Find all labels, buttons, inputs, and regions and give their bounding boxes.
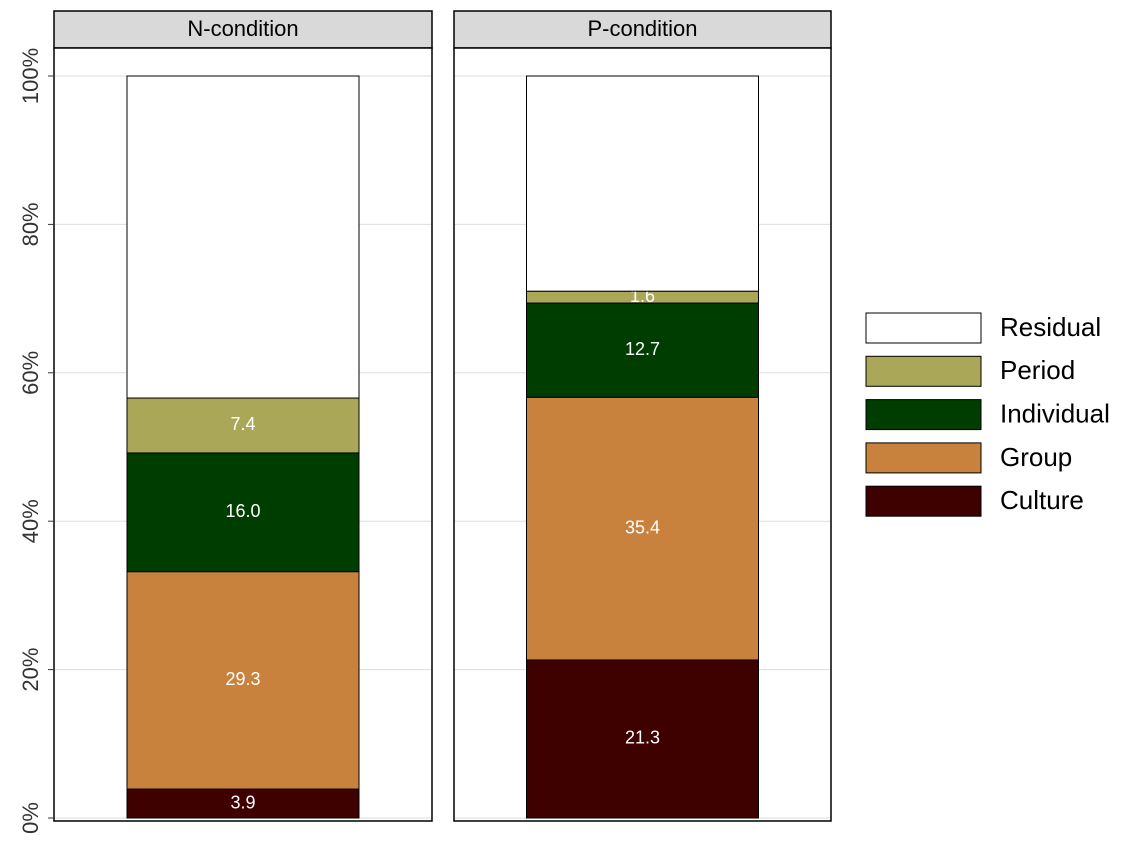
bar-segment bbox=[126, 452, 360, 573]
bar-segment bbox=[526, 302, 759, 398]
value-label: 3.9 bbox=[230, 792, 255, 812]
legend-label: Individual bbox=[1000, 398, 1110, 428]
value-label: 7.4 bbox=[230, 414, 255, 434]
value-label: 16.0 bbox=[225, 501, 260, 521]
y-tick-label: 40% bbox=[18, 499, 43, 543]
legend-swatch bbox=[865, 399, 982, 431]
bar-segment bbox=[126, 397, 360, 454]
bar-segment bbox=[526, 75, 759, 292]
bar-segment bbox=[126, 75, 360, 399]
facet-title: P-condition bbox=[587, 16, 697, 41]
legend-label: Period bbox=[1000, 355, 1075, 385]
legend-swatch bbox=[865, 485, 982, 517]
value-label: 12.7 bbox=[625, 339, 660, 359]
y-tick-label: 100% bbox=[18, 48, 43, 104]
strip bbox=[453, 10, 832, 49]
bar-segment bbox=[526, 659, 759, 819]
value-label: 21.3 bbox=[625, 728, 660, 748]
bar-segment bbox=[126, 571, 360, 790]
y-tick-label: 20% bbox=[18, 648, 43, 692]
facet-title: N-condition bbox=[187, 16, 298, 41]
y-tick-label: 0% bbox=[18, 802, 43, 834]
bar-segment bbox=[526, 396, 759, 661]
panel-border bbox=[53, 47, 433, 822]
bar-segment bbox=[126, 788, 360, 819]
legend-label: Residual bbox=[1000, 312, 1101, 342]
y-tick-label: 60% bbox=[18, 351, 43, 395]
legend-swatch bbox=[865, 312, 982, 344]
legend-swatch bbox=[865, 442, 982, 474]
panel-border bbox=[453, 47, 832, 822]
legend-swatch bbox=[865, 355, 982, 387]
strip bbox=[53, 10, 433, 49]
value-label: 29.3 bbox=[225, 669, 260, 689]
y-tick-label: 80% bbox=[18, 202, 43, 246]
value-label: 35.4 bbox=[625, 517, 660, 537]
legend-label: Culture bbox=[1000, 485, 1084, 515]
legend-label: Group bbox=[1000, 442, 1072, 472]
